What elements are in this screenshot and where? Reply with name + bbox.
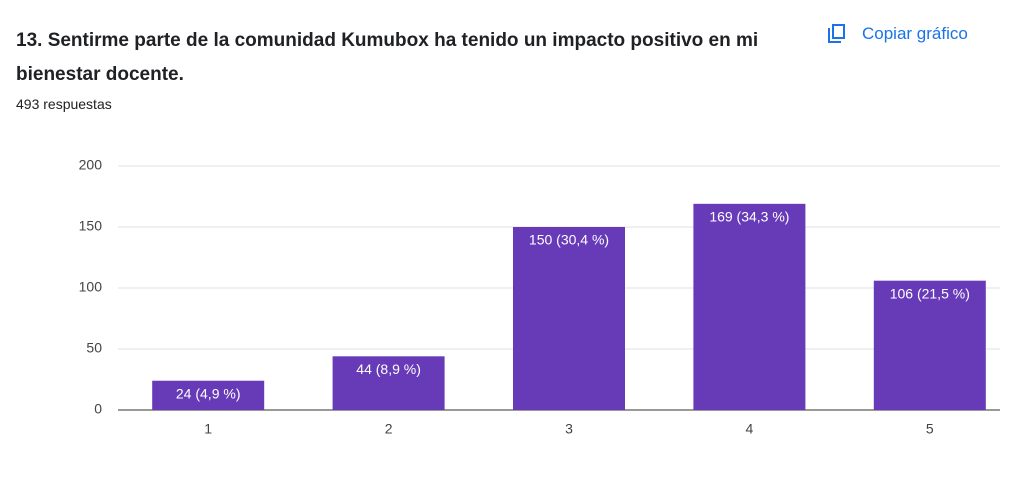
y-tick-label: 200 [79,157,103,173]
y-tick-label: 50 [86,340,102,356]
copy-icon [828,24,845,43]
x-tick-label: 3 [565,421,573,437]
bar [693,203,806,410]
data-label: 150 (30,4 %) [529,232,609,248]
y-tick-label: 100 [79,279,103,295]
copy-chart-label[interactable]: Copiar gráfico [862,24,968,43]
bar [873,280,986,410]
data-label: 106 (21,5 %) [890,285,970,301]
copy-chart-button[interactable]: Copiar gráfico [824,22,968,46]
response-count: 493 respuestas [16,96,112,112]
y-tick-label: 150 [79,218,103,234]
data-label: 169 (34,3 %) [709,209,789,225]
x-tick-label: 1 [204,421,212,437]
x-tick-label: 5 [926,421,934,437]
x-tick-label: 2 [385,421,393,437]
bar [513,227,625,410]
x-tick-label: 4 [746,421,754,437]
chart-title: 13. Sentirme parte de la comunidad Kumub… [16,30,759,85]
y-tick-label: 0 [94,401,102,417]
data-label: 24 (4,9 %) [176,385,241,401]
bar [332,356,445,410]
bar [152,380,265,410]
data-label: 44 (8,9 %) [356,361,421,377]
